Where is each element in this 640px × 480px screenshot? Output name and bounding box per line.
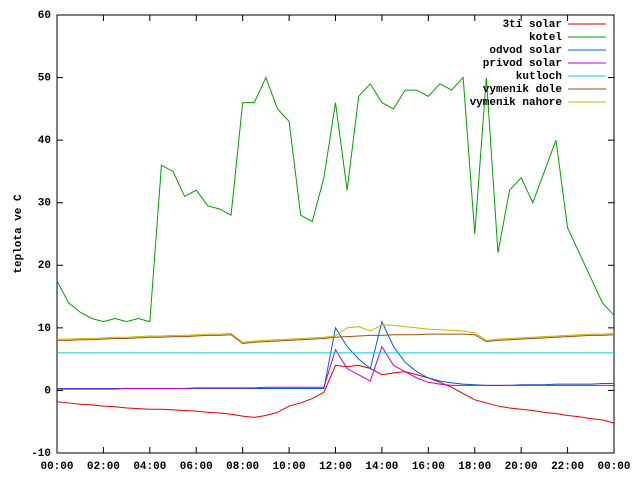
x-tick-label: 16:00: [412, 461, 445, 473]
series-line: [57, 345, 614, 390]
series-line: [57, 333, 615, 345]
x-tick-label: 18:00: [458, 461, 491, 473]
x-tick-label: 20:00: [505, 461, 538, 473]
series-line: [56, 364, 615, 424]
legend-label: kutloch: [516, 71, 562, 83]
x-tick-label: 12:00: [319, 461, 352, 473]
y-tick-label: 30: [38, 198, 51, 210]
y-tick-label: -10: [31, 448, 51, 460]
y-tick-label: 0: [44, 385, 51, 397]
y-tick-label: 20: [38, 260, 51, 272]
x-tick-label: 06:00: [180, 461, 213, 473]
legend-label: kotel: [529, 32, 562, 44]
series-line: [57, 324, 615, 343]
x-tick-label: 00:00: [597, 461, 630, 473]
legend-label: 3ti solar: [503, 19, 562, 31]
x-tick-label: 00:00: [40, 461, 73, 473]
y-tick-label: 60: [38, 10, 51, 22]
y-tick-label: 40: [38, 135, 51, 147]
y-tick-label: 50: [38, 72, 51, 84]
x-tick-label: 22:00: [551, 461, 584, 473]
legend-label: odvod solar: [489, 45, 562, 57]
y-tick-label: 10: [38, 323, 51, 335]
x-tick-label: 08:00: [226, 461, 259, 473]
x-tick-label: 04:00: [133, 461, 166, 473]
legend-label: privod solar: [483, 58, 562, 70]
x-tick-label: 10:00: [273, 461, 306, 473]
series-line: [56, 76, 615, 323]
x-tick-label: 14:00: [365, 461, 398, 473]
legend-label: vymenik nahore: [470, 97, 563, 109]
y-axis-label: teplota ve C: [13, 194, 25, 274]
x-tick-label: 02:00: [87, 461, 120, 473]
legend-label: vymenik dole: [483, 84, 563, 96]
